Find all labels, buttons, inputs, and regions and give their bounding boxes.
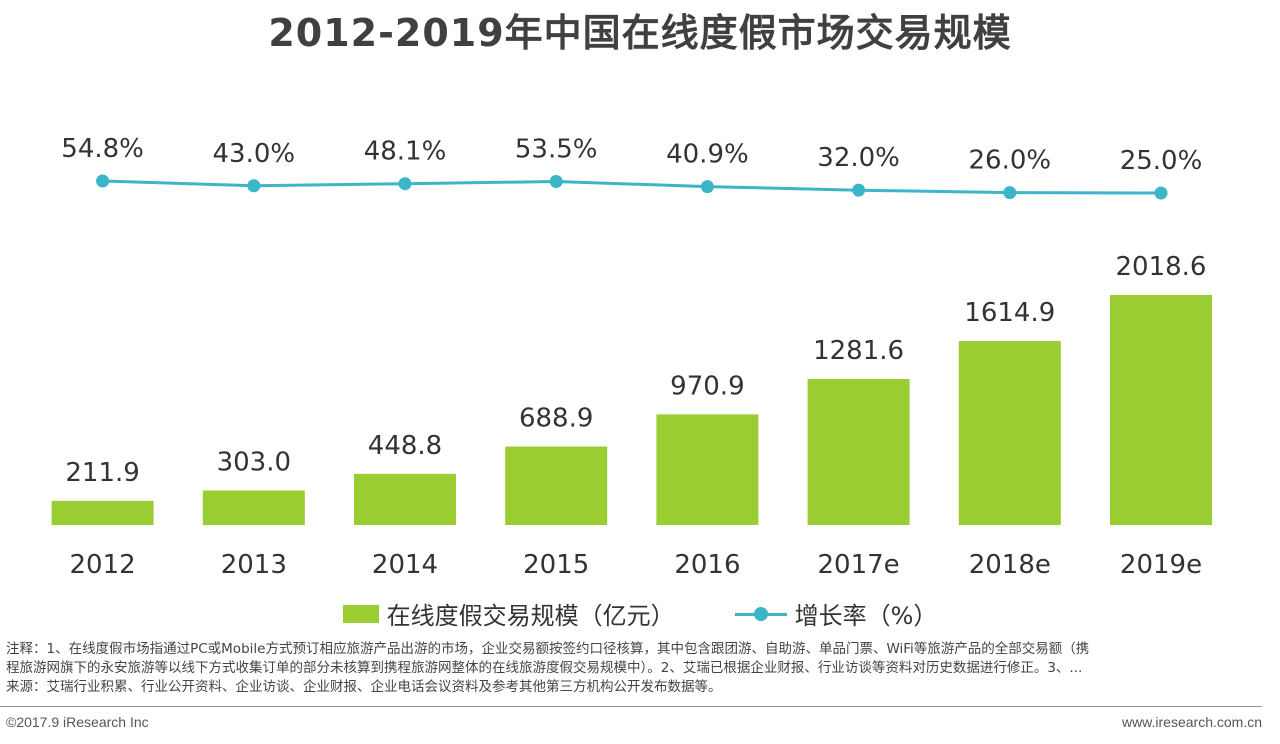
chart-canvas: 211.9 2012 303.0 2013 448.8 2014 688.9 2015 970.… (51, 134, 1212, 580)
growth-rate-line (102, 179, 1162, 195)
footer-website[interactable]: www.iresearch.com.cn (1121, 714, 1262, 730)
x-tick-label: 2019e (1120, 550, 1202, 580)
legend-item-line: 增长率（%） (734, 596, 938, 631)
growth-value-label: 53.5% (515, 135, 598, 165)
legend-bar-swatch (342, 604, 379, 623)
growth-point-2017e (852, 183, 866, 197)
x-tick-label: 2015 (523, 550, 589, 580)
note-line-2: 程旅游网旗下的永安旅游等以线下方式收集订单的部分未核算到携程旅游网整体的在线旅游… (6, 660, 1083, 676)
x-tick-label: 2014 (372, 550, 438, 580)
growth-point-2019e (1154, 186, 1168, 200)
bar-2015 (505, 446, 608, 525)
legend-line-label: 增长率（%） (794, 602, 938, 630)
chart-legend: 在线度假交易规模（亿元） 增长率（%） (0, 596, 1280, 631)
legend-item-bar: 在线度假交易规模（亿元） (342, 596, 675, 631)
bar-value-label: 303.0 (217, 447, 291, 477)
bar-value-label: 1281.6 (813, 336, 904, 366)
bar-2012 (51, 500, 154, 525)
x-tick-label: 2017e (818, 550, 900, 580)
growth-point-2018e (1003, 186, 1017, 200)
x-tick-label: 2013 (221, 550, 287, 580)
bar-value-label: 970.9 (670, 371, 744, 401)
bar-value-label: 688.9 (519, 404, 593, 434)
growth-value-label: 48.1% (364, 137, 447, 167)
legend-bar-label: 在线度假交易规模（亿元） (386, 602, 675, 630)
growth-value-label: 26.0% (968, 146, 1051, 176)
chart-title: 2012-2019年中国在线度假市场交易规模 (268, 11, 1012, 55)
growth-value-label: 32.0% (817, 143, 900, 173)
growth-point-2012 (96, 174, 110, 188)
growth-value-label: 54.8% (61, 134, 144, 164)
x-tick-label: 2018e (969, 550, 1051, 580)
bar-value-label: 1614.9 (964, 298, 1055, 328)
growth-point-2014 (398, 177, 412, 191)
footer-divider (0, 706, 1262, 707)
bar-2014 (354, 473, 456, 525)
growth-value-label: 43.0% (212, 139, 295, 169)
growth-point-2015 (549, 175, 563, 189)
bar-2013 (202, 490, 305, 525)
bar-2016 (656, 414, 759, 525)
growth-value-label: 40.9% (666, 140, 749, 170)
growth-point-2013 (247, 179, 261, 193)
bar-value-label: 2018.6 (1116, 252, 1207, 282)
x-tick-label: 2016 (674, 550, 740, 580)
note-line-3: 来源：艾瑞行业积累、行业公开资料、企业访谈、企业财报、企业电话会议资料及参考其他… (6, 679, 722, 695)
growth-point-2016 (700, 180, 714, 194)
bar-value-label: 211.9 (65, 458, 139, 488)
bar-2019e (1110, 295, 1212, 525)
chart-note: 注释：1、在线度假市场指通过PC或Mobile方式预订相应旅游产品出游的市场，企… (6, 640, 1274, 697)
footer-copyright: ©2017.9 iResearch Inc (6, 714, 149, 730)
bar-2018e (958, 340, 1061, 525)
bar-value-label: 448.8 (368, 431, 442, 461)
bar-2017e (807, 378, 910, 525)
note-line-1: 注释：1、在线度假市场指通过PC或Mobile方式预订相应旅游产品出游的市场，企… (6, 641, 1090, 657)
x-tick-label: 2012 (70, 550, 136, 580)
growth-value-label: 25.0% (1120, 146, 1203, 176)
legend-line-swatch (734, 605, 787, 623)
